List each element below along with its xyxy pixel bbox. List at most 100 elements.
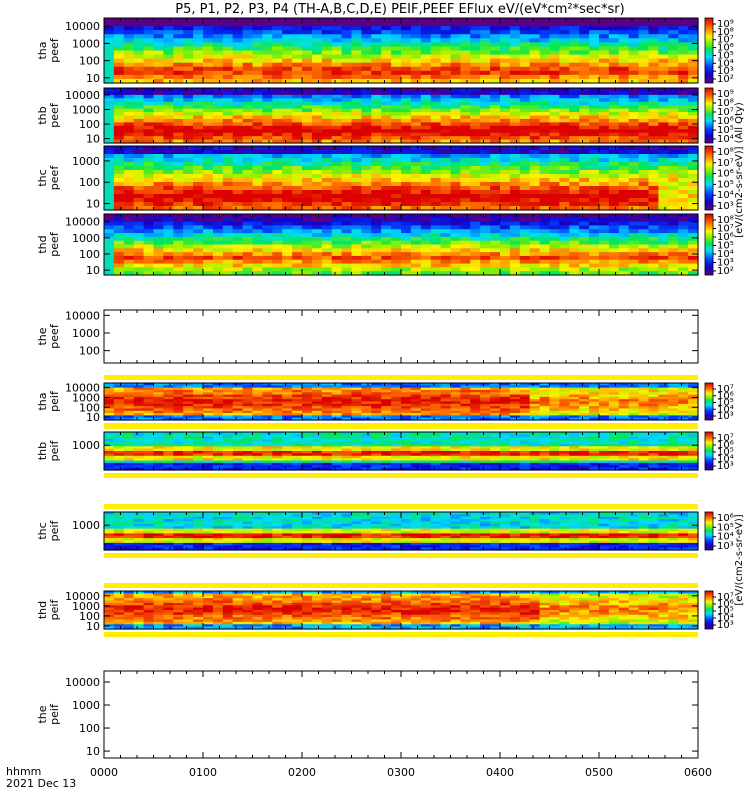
heatmap-cell [391, 392, 402, 396]
heatmap-cell [104, 88, 115, 93]
heatmap-cell [232, 42, 244, 48]
heatmap-cell [341, 34, 353, 39]
heatmap-cell [460, 389, 471, 393]
heatmap-cell [242, 401, 254, 405]
heatmap-cell [143, 410, 155, 414]
heatmap-cell [420, 105, 432, 110]
heatmap-cell [311, 129, 323, 134]
heatmap-cell [104, 399, 115, 403]
heatmap-cell [529, 62, 541, 68]
heatmap-cell [143, 408, 155, 412]
heatmap-cell [599, 259, 610, 265]
heatmap-cell [113, 146, 125, 151]
heatmap-cell [351, 136, 362, 141]
heatmap-cell [430, 182, 442, 187]
heatmap-cell [143, 136, 155, 141]
heatmap-cell [143, 389, 155, 393]
heatmap-cell [262, 42, 273, 48]
heatmap-cell [480, 396, 491, 400]
heatmap-cell [440, 396, 452, 400]
heatmap-cell [133, 115, 145, 120]
heatmap-cell [361, 125, 372, 130]
heatmap-cell [222, 70, 234, 76]
heatmap-cell [529, 139, 541, 144]
heatmap-cell [519, 74, 531, 80]
heatmap-cell [371, 70, 382, 76]
heatmap-cell [589, 34, 600, 39]
heatmap-cell [212, 66, 224, 72]
heatmap-cell [509, 91, 521, 96]
heatmap-cell [579, 221, 590, 227]
heatmap-cell [252, 158, 263, 163]
heatmap-cell [292, 214, 303, 219]
heatmap-cell [529, 154, 541, 159]
heatmap-cell [618, 217, 630, 223]
heatmap-cell [480, 88, 491, 93]
heatmap-cell [628, 174, 640, 179]
heatmap-cell [410, 22, 422, 27]
heatmap-cell [193, 30, 204, 35]
heatmap-cell [361, 78, 372, 84]
heatmap-cell [272, 415, 283, 419]
heatmap-cell [608, 136, 620, 141]
heatmap-cell [272, 150, 283, 155]
heatmap-cell [559, 118, 570, 123]
heatmap-cell [321, 174, 333, 179]
heatmap-cell [262, 233, 273, 238]
heatmap-cell [490, 108, 501, 113]
heatmap-cell [361, 413, 372, 416]
heatmap-cell [113, 408, 125, 412]
heatmap-cell [133, 194, 145, 199]
heatmap-cell [321, 410, 333, 414]
heatmap-cell [668, 240, 679, 246]
heatmap-cell [599, 125, 610, 130]
heatmap-cell [341, 146, 353, 151]
heatmap-cell [549, 248, 560, 253]
heatmap-cell [658, 115, 669, 120]
heatmap-cell [292, 244, 303, 249]
heatmap-cell [183, 214, 194, 219]
heatmap-cell [203, 94, 214, 99]
heatmap-cell [509, 150, 521, 155]
heatmap-cell [599, 166, 610, 171]
heatmap-cell [252, 248, 263, 253]
heatmap-cell [470, 396, 481, 400]
heatmap-cell [440, 214, 452, 219]
heatmap-cell [579, 88, 590, 93]
heatmap-cell [302, 198, 313, 203]
heatmap-cell [113, 115, 125, 120]
heatmap-cell [638, 38, 650, 43]
heatmap-cell [361, 58, 372, 64]
heatmap-cell [401, 221, 412, 227]
heatmap-cell [410, 252, 422, 257]
heatmap-cell [222, 267, 234, 272]
heatmap-cell [143, 38, 155, 43]
heatmap-cell [351, 399, 362, 403]
heatmap-cell [351, 34, 362, 39]
heatmap-cell [262, 62, 273, 68]
heatmap-cell [559, 54, 570, 60]
heatmap-cell [173, 214, 184, 219]
heatmap-cell [302, 225, 313, 230]
heatmap-cell [222, 385, 234, 389]
heatmap-cell [618, 190, 630, 195]
heatmap-cell [381, 410, 392, 414]
heatmap-cell [183, 66, 194, 72]
heatmap-cell [351, 385, 362, 389]
heatmap-cell [173, 129, 184, 134]
heatmap-cell [282, 225, 293, 230]
heatmap-cell [193, 406, 204, 410]
heatmap-cell [668, 202, 679, 207]
heatmap-cell [242, 399, 254, 403]
heatmap-cell [311, 105, 323, 110]
heatmap-cell [292, 202, 303, 207]
heatmap-cell [618, 101, 630, 106]
heatmap-cell [608, 62, 620, 68]
heatmap-cell [490, 118, 501, 123]
heatmap-cell [113, 217, 125, 223]
heatmap-cell [559, 136, 570, 141]
heatmap-cell [440, 42, 452, 48]
heatmap-cell [321, 18, 333, 23]
heatmap-cell [668, 38, 679, 43]
heatmap-cell [381, 389, 392, 393]
